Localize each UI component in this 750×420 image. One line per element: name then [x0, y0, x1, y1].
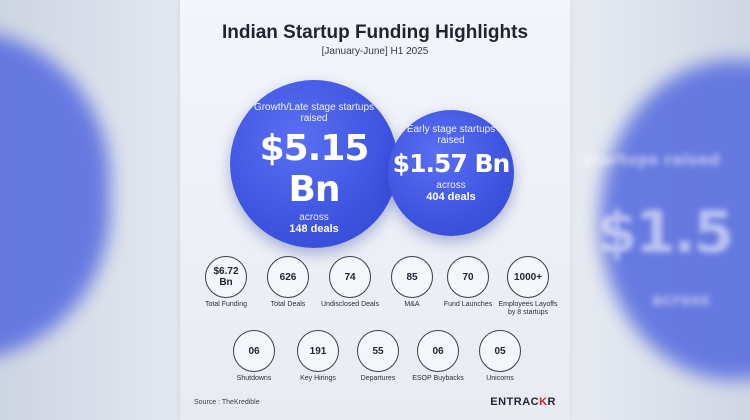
stat-caption: M&A [404, 301, 420, 308]
stat-layoffs: 1000+ Employees Layoffs by 8 startups [498, 256, 558, 317]
stat-caption: Shutdowns [236, 375, 272, 382]
stat-caption: Key Hirings [300, 375, 336, 382]
early-across: across [436, 180, 466, 191]
stat-caption: Fund Launches [443, 301, 493, 308]
growth-across: across [299, 212, 329, 223]
stat-value: 191 [297, 330, 339, 372]
page-title: Indian Startup Funding Highlights [221, 22, 529, 43]
growth-stage-bubble: Growth/Late stage startups raised $5.15 … [230, 80, 398, 248]
stat-key-hirings: 191 Key Hirings [296, 330, 340, 383]
backdrop-text-amount: $1.5 [596, 198, 734, 266]
backdrop-text-bottom: across [651, 290, 710, 309]
stat-esop-buybacks: 06 ESOP Buybacks [412, 330, 464, 383]
stat-value: 74 [329, 256, 371, 298]
stat-value: 55 [357, 330, 399, 372]
stat-unicorns: 05 Unicorns [478, 330, 522, 383]
stat-value: 85 [391, 256, 433, 298]
stat-caption: Undisclosed Deals [321, 301, 379, 308]
brand-part-r: K [539, 396, 548, 408]
stat-caption: Employees Layoffs by 8 startups [498, 301, 558, 316]
growth-label: Growth/Late stage startups raised [253, 102, 375, 124]
stat-fund-launches: 70 Fund Launches [444, 256, 492, 309]
stat-value: 06 [417, 330, 459, 372]
stat-value: $6.72 Bn [205, 256, 247, 298]
brand-part-a: ENTRAC [490, 396, 540, 408]
stat-value: 626 [267, 256, 309, 298]
stat-caption: Departures [360, 375, 396, 382]
infographic-card: Indian Startup Funding Highlights [Janua… [180, 0, 570, 420]
stat-departures: 55 Departures [356, 330, 400, 383]
stat-shutdowns: 06 Shutdowns [232, 330, 276, 383]
source-credit: Source : TheKredible [194, 399, 260, 406]
early-amount: $1.57 Bn [392, 149, 511, 178]
early-label: Early stage startups raised [406, 124, 496, 146]
stat-caption: Total Deals [270, 301, 306, 308]
page-subtitle: [January-June] H1 2025 [321, 46, 429, 57]
stat-value: 05 [479, 330, 521, 372]
stat-undisclosed-deals: 74 Undisclosed Deals [321, 256, 379, 309]
backdrop-circle-left [0, 30, 110, 360]
stat-value: 1000+ [507, 256, 549, 298]
stat-total-deals: 626 Total Deals [266, 256, 310, 309]
stat-value: 70 [447, 256, 489, 298]
early-deals: 404 deals [426, 191, 476, 203]
stat-caption: Total Funding [204, 301, 248, 308]
brand-logo: ENTRACKR [490, 396, 556, 408]
growth-deals: 148 deals [289, 223, 339, 235]
stat-caption: ESOP Buybacks [412, 375, 464, 382]
stat-value: 06 [233, 330, 275, 372]
stat-caption: Unicorns [486, 375, 514, 382]
early-stage-bubble: Early stage startups raised $1.57 Bn acr… [388, 110, 514, 236]
backdrop-text-top: startups raised [582, 150, 720, 169]
brand-part-b: R [547, 396, 556, 408]
stat-m-and-a: 85 M&A [390, 256, 434, 309]
stat-total-funding: $6.72 Bn Total Funding [204, 256, 248, 309]
growth-amount: $5.15 Bn [259, 128, 370, 210]
